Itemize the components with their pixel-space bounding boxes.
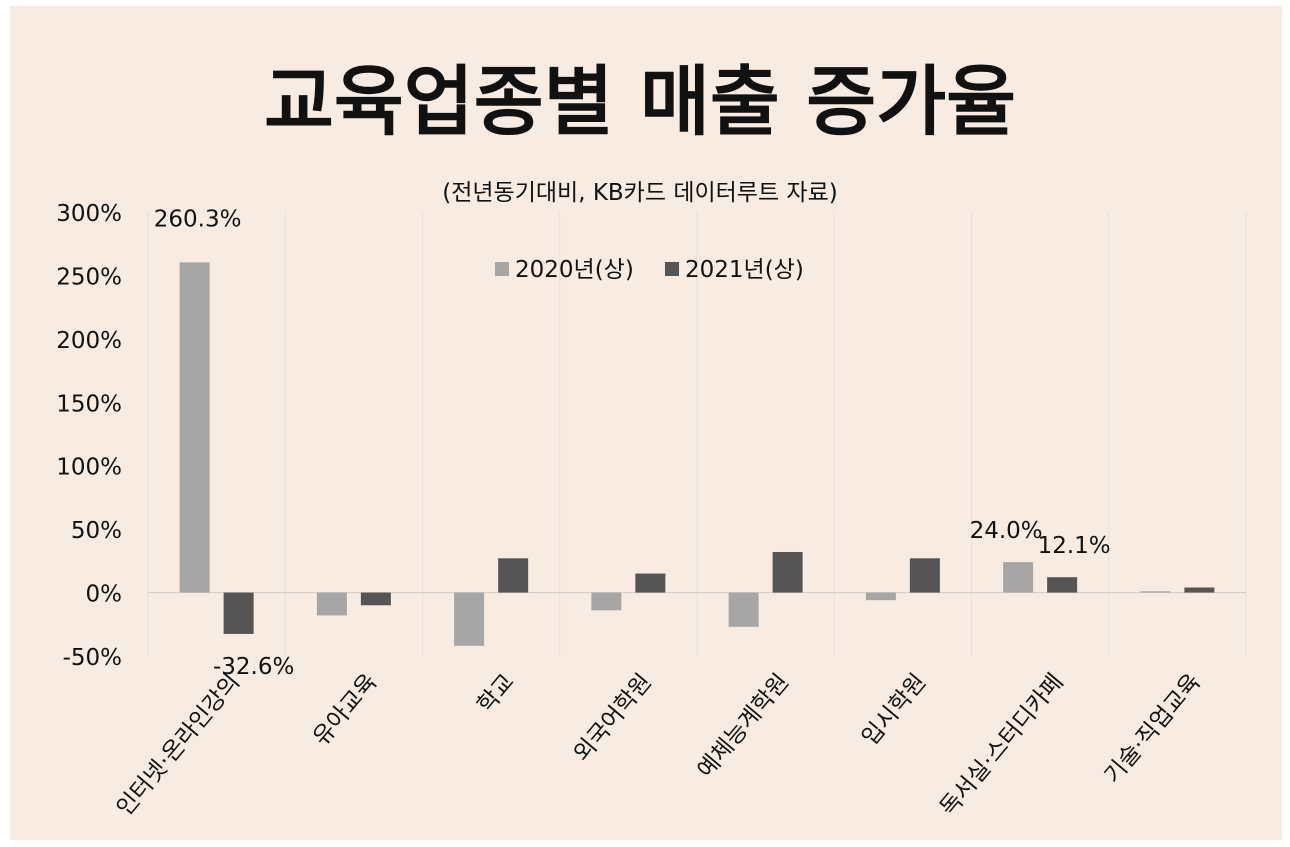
legend-label: 2020년(상) [515, 257, 634, 283]
bar-2020 [865, 592, 896, 601]
bar-2020 [316, 592, 347, 616]
data-label: -32.6% [213, 654, 294, 680]
bar-2021 [1184, 587, 1215, 593]
category-label: 예체능계학원 [693, 669, 795, 783]
y-tick-label: -50% [63, 645, 122, 671]
bars-layer [179, 262, 1215, 646]
legend: 2020년(상) 2021년(상) [495, 257, 804, 283]
legend-swatch [495, 262, 509, 276]
bar-2020 [179, 262, 210, 593]
legend-label: 2021년(상) [685, 257, 804, 283]
bar-2021 [498, 558, 529, 593]
bar-2021 [772, 551, 803, 593]
bar-2020 [591, 592, 622, 611]
bar-2020 [1003, 562, 1034, 593]
bar-2021 [223, 592, 254, 634]
chart-subtitle: (전년동기대비, KB카드 데이터루트 자료) [442, 180, 837, 206]
data-label: 24.0% [970, 518, 1043, 544]
y-tick-label: 300% [56, 201, 122, 227]
category-label: 학교 [473, 669, 520, 718]
bar-2020 [454, 592, 485, 646]
category-label: 기술·직업교육 [1100, 669, 1206, 789]
y-tick-label: 250% [56, 264, 122, 290]
y-tick-label: 100% [56, 455, 122, 481]
data-label: 12.1% [1038, 533, 1111, 559]
bar-2021 [909, 558, 940, 593]
bar-2021 [635, 573, 666, 593]
axis-layer: -50% 0% 50% 100% 150% 200% 250% 300% 260.3% -32.6… [56, 201, 1206, 821]
bar-2020 [728, 592, 759, 627]
category-label: 유아교육 [308, 669, 382, 751]
bar-2020 [1140, 591, 1171, 593]
bar-2021 [360, 592, 391, 606]
y-tick-label: 50% [71, 518, 122, 544]
category-label: 인터넷·온라인강의 [112, 669, 245, 821]
category-label: 독서실·스터디카페 [935, 669, 1068, 821]
category-label: 입시학원 [857, 669, 931, 751]
chart-panel [10, 6, 1282, 840]
category-label: 외국어학원 [569, 669, 657, 767]
y-tick-label: 150% [56, 391, 122, 417]
y-tick-label: 200% [56, 328, 122, 354]
y-tick-label: 0% [86, 582, 123, 608]
chart-title: 교육업종별 매출 증가율 [264, 57, 1016, 146]
legend-swatch [665, 262, 679, 276]
data-label: 260.3% [154, 206, 242, 232]
bar-2021 [1047, 577, 1078, 593]
